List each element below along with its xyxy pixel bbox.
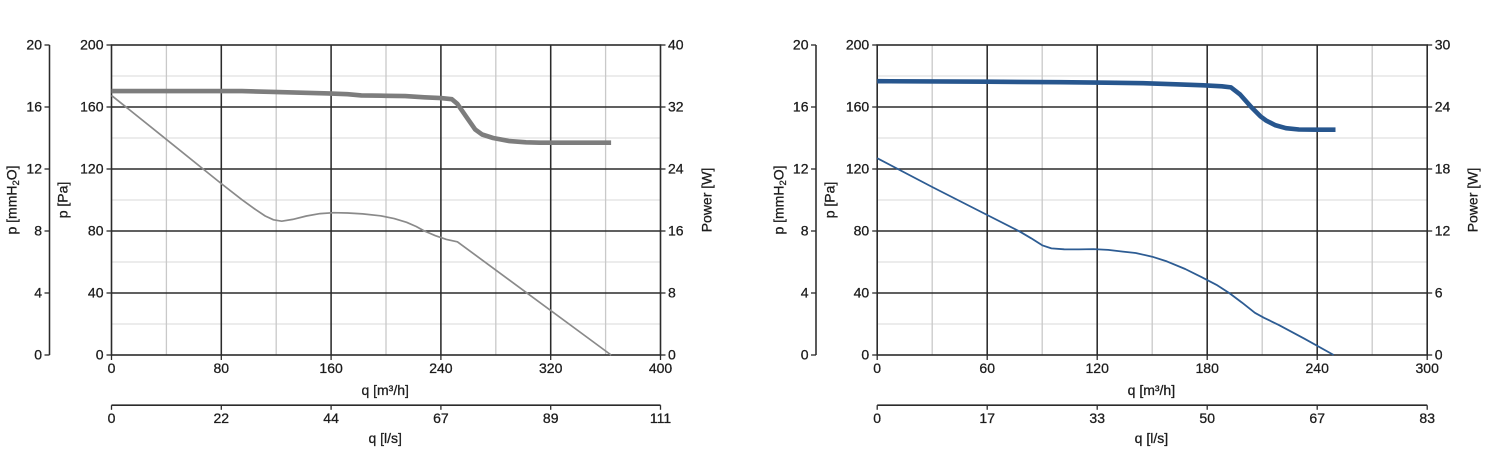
svg-text:40: 40 xyxy=(854,285,870,301)
svg-text:120: 120 xyxy=(80,161,104,177)
svg-text:32: 32 xyxy=(668,99,684,115)
svg-text:p [Pa]: p [Pa] xyxy=(822,182,838,219)
svg-text:44: 44 xyxy=(323,410,339,426)
svg-text:111: 111 xyxy=(650,410,671,426)
svg-text:24: 24 xyxy=(1435,99,1451,115)
svg-text:4: 4 xyxy=(801,285,809,301)
svg-text:8: 8 xyxy=(34,223,42,239)
svg-text:89: 89 xyxy=(543,410,559,426)
svg-text:120: 120 xyxy=(846,161,870,177)
svg-text:0: 0 xyxy=(108,410,116,426)
svg-text:0: 0 xyxy=(34,347,42,363)
svg-text:200: 200 xyxy=(80,37,104,53)
svg-text:20: 20 xyxy=(793,37,809,53)
svg-text:12: 12 xyxy=(1435,223,1451,239)
svg-text:240: 240 xyxy=(429,360,453,376)
svg-text:160: 160 xyxy=(846,99,870,115)
svg-text:20: 20 xyxy=(26,37,42,53)
svg-text:80: 80 xyxy=(88,223,104,239)
svg-text:120: 120 xyxy=(1086,360,1110,376)
svg-text:8: 8 xyxy=(668,285,676,301)
svg-text:12: 12 xyxy=(793,161,809,177)
svg-text:4: 4 xyxy=(34,285,42,301)
svg-text:67: 67 xyxy=(433,410,449,426)
svg-text:q [m³/h]: q [m³/h] xyxy=(361,382,408,398)
svg-text:p [Pa]: p [Pa] xyxy=(55,182,71,219)
svg-text:q [l/s]: q [l/s] xyxy=(1135,430,1168,446)
svg-text:q [m³/h]: q [m³/h] xyxy=(1128,382,1175,398)
svg-text:0: 0 xyxy=(873,410,881,426)
svg-text:Power [W]: Power [W] xyxy=(1465,168,1481,233)
svg-text:18: 18 xyxy=(1435,161,1451,177)
svg-text:16: 16 xyxy=(793,99,809,115)
svg-text:200: 200 xyxy=(846,37,870,53)
svg-text:67: 67 xyxy=(1309,410,1325,426)
svg-text:80: 80 xyxy=(854,223,870,239)
svg-text:30: 30 xyxy=(1435,37,1451,53)
svg-text:400: 400 xyxy=(649,360,673,376)
svg-text:0: 0 xyxy=(108,360,116,376)
svg-text:33: 33 xyxy=(1089,410,1105,426)
svg-text:16: 16 xyxy=(668,223,684,239)
svg-text:17: 17 xyxy=(979,410,995,426)
svg-text:12: 12 xyxy=(26,161,42,177)
svg-text:0: 0 xyxy=(668,347,676,363)
svg-text:0: 0 xyxy=(873,360,881,376)
svg-text:p [mmH2O]: p [mmH2O] xyxy=(4,165,23,234)
svg-text:22: 22 xyxy=(214,410,230,426)
svg-text:160: 160 xyxy=(80,99,104,115)
svg-text:320: 320 xyxy=(539,360,563,376)
svg-text:16: 16 xyxy=(26,99,42,115)
svg-text:40: 40 xyxy=(88,285,104,301)
svg-text:160: 160 xyxy=(319,360,343,376)
svg-text:50: 50 xyxy=(1199,410,1215,426)
svg-text:p [mmH2O]: p [mmH2O] xyxy=(771,165,790,234)
svg-text:Power [W]: Power [W] xyxy=(699,168,715,233)
svg-text:0: 0 xyxy=(861,347,869,363)
svg-text:0: 0 xyxy=(96,347,104,363)
svg-text:0: 0 xyxy=(1435,347,1443,363)
svg-text:6: 6 xyxy=(1435,285,1443,301)
svg-text:240: 240 xyxy=(1306,360,1330,376)
svg-text:300: 300 xyxy=(1416,360,1440,376)
svg-text:8: 8 xyxy=(801,223,809,239)
svg-text:0: 0 xyxy=(801,347,809,363)
svg-text:80: 80 xyxy=(214,360,230,376)
svg-text:24: 24 xyxy=(668,161,684,177)
svg-text:180: 180 xyxy=(1196,360,1220,376)
svg-text:40: 40 xyxy=(668,37,684,53)
svg-text:83: 83 xyxy=(1419,410,1435,426)
svg-text:q [l/s]: q [l/s] xyxy=(368,430,401,446)
svg-text:60: 60 xyxy=(979,360,995,376)
